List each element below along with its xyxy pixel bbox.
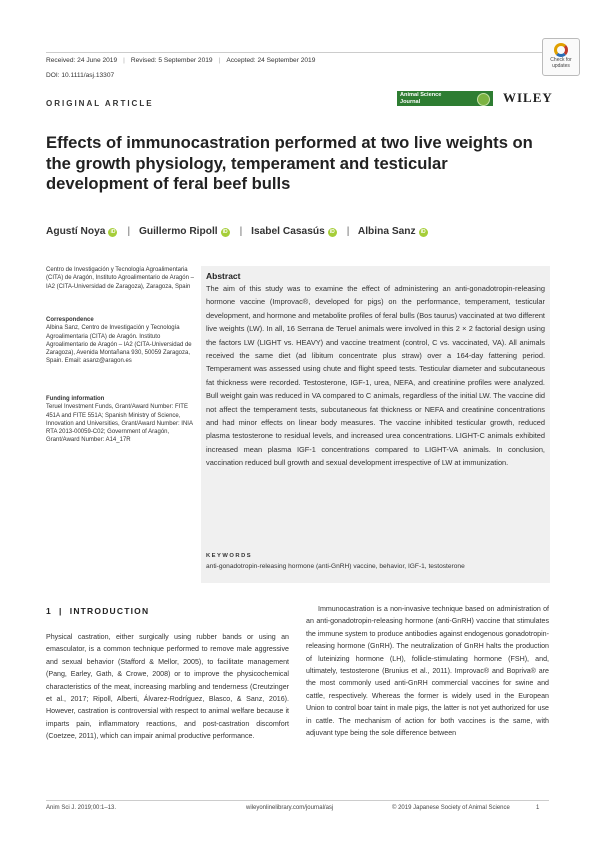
author-name[interactable]: Agustí Noya — [46, 226, 106, 237]
correspondence-text: Albina Sanz, Centro de Investigación y T… — [46, 325, 192, 365]
orcid-icon[interactable]: iD — [327, 228, 337, 237]
correspondence: Correspondence Albina Sanz, Centro de In… — [46, 316, 194, 366]
received-date: Received: 24 June 2019 — [46, 57, 118, 64]
accepted-date: Accepted: 24 September 2019 — [226, 57, 316, 64]
check-updates-label: Check for updates — [550, 57, 572, 69]
funding-heading: Funding information — [46, 396, 105, 402]
header-rule — [46, 52, 549, 53]
journal-logo-text: Animal Science Journal — [400, 92, 442, 105]
author-list: Agustí Noya iD | Guillermo Ripoll iD | Isabe… — [46, 226, 428, 237]
abstract-box — [201, 266, 550, 583]
keywords-text: anti-gonadotropin-releasing hormone (ant… — [206, 563, 465, 570]
orcid-icon[interactable]: iD — [220, 228, 230, 237]
orcid-icon[interactable]: iD — [108, 228, 118, 237]
journal-leaf-icon — [477, 93, 490, 106]
article-title: Effects of immunocastration performed at… — [46, 133, 533, 193]
correspondence-heading: Correspondence — [46, 317, 94, 323]
article-type: ORIGINAL ARTICLE — [46, 99, 154, 108]
footer-citation: Anim Sci J. 2019;00:1–13. — [46, 805, 117, 811]
history-dates: Received: 24 June 2019 | Revised: 5 Septem… — [46, 57, 316, 64]
check-for-updates-badge[interactable]: Check for updates — [542, 38, 580, 76]
orcid-icon[interactable]: iD — [418, 228, 428, 237]
keywords-heading: KEYWORDS — [206, 553, 253, 559]
check-updates-icon — [554, 43, 568, 57]
author-name[interactable]: Isabel Casasús — [251, 226, 325, 237]
footer-url[interactable]: wileyonlinelibrary.com/journal/asj — [246, 805, 334, 811]
journal-logo: Animal Science Journal — [397, 91, 493, 106]
footer-copyright: © 2019 Japanese Society of Animal Scienc… — [392, 805, 510, 811]
funding-information: Funding information Teruel Investment Fu… — [46, 395, 194, 445]
section-heading: 1 | INTRODUCTION — [46, 606, 150, 616]
abstract-heading: Abstract — [206, 271, 241, 281]
abstract-text: The aim of this study was to examine the… — [206, 284, 545, 468]
body-column-right: Immunocastration is a non-invasive techn… — [306, 605, 549, 738]
affiliation: Centro de Investigación y Tecnología Agr… — [46, 267, 194, 290]
page-number: 1 — [536, 805, 540, 811]
revised-date: Revised: 5 September 2019 — [130, 57, 213, 64]
body-column-left: Physical castration, either surgically u… — [46, 633, 289, 741]
publisher-logo: WILEY — [503, 90, 553, 105]
funding-text: Teruel Investment Funds, Grant/Award Num… — [46, 404, 193, 444]
author-name[interactable]: Albina Sanz — [357, 226, 416, 237]
author-name[interactable]: Guillermo Ripoll — [138, 226, 218, 237]
footer-rule — [46, 800, 549, 801]
doi[interactable]: DOI: 10.1111/asj.13307 — [46, 72, 115, 79]
